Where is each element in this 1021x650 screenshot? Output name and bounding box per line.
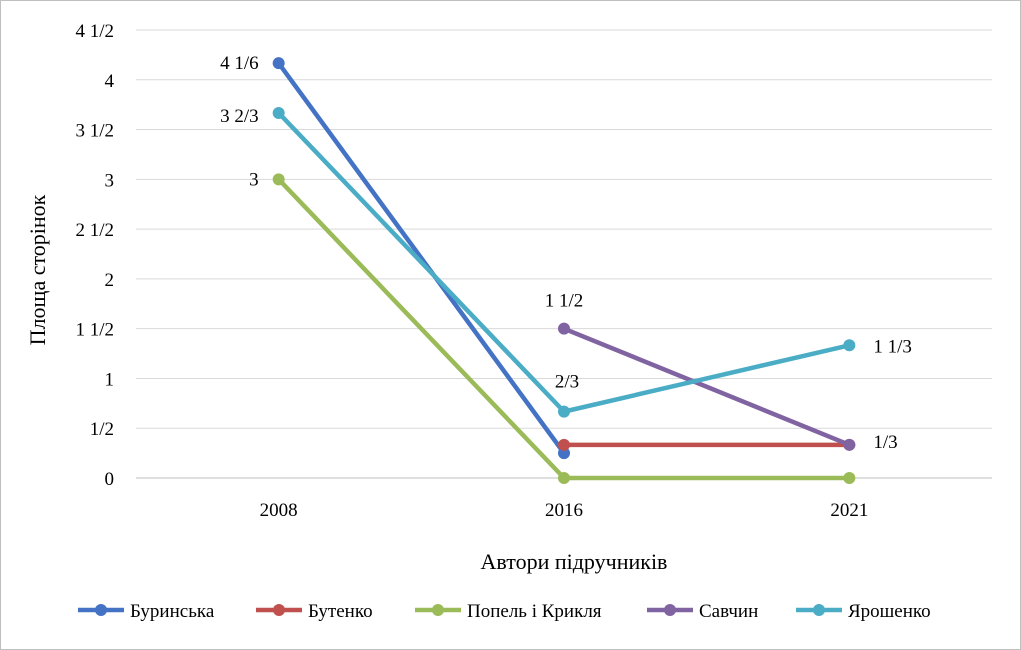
- legend: Буринська Бутенко Попель і Крикля Савчин Яро…: [78, 601, 931, 622]
- legend-label: Савчин: [699, 601, 758, 622]
- data-label: 3: [249, 169, 259, 190]
- data-point: [558, 322, 570, 335]
- data-point: [272, 173, 285, 186]
- legend-marker: [273, 604, 285, 616]
- y-tick-label: 2: [105, 270, 115, 291]
- data-labels: 4 1/6 3 2/3 3 1 1/2 2/3 1 1/3 1/3: [220, 53, 912, 453]
- data-point: [558, 405, 570, 418]
- x-tick-label: 2021: [830, 500, 868, 521]
- data-label: 1 1/2: [545, 291, 584, 312]
- data-point: [843, 339, 856, 352]
- legend-label: Буринська: [130, 601, 215, 622]
- y-tick-label: 2 1/2: [75, 220, 114, 241]
- series-points: [272, 57, 856, 484]
- legend-marker: [432, 604, 444, 616]
- x-tick-labels: 2008 2016 2021: [260, 500, 869, 521]
- data-label: 1 1/3: [873, 336, 912, 357]
- y-tick-label: 4: [105, 71, 115, 92]
- x-tick-label: 2008: [260, 500, 298, 521]
- series-line: [276, 60, 567, 456]
- legend-marker: [813, 604, 825, 616]
- y-tick-label: 3 1/2: [75, 121, 114, 142]
- data-point: [558, 472, 570, 484]
- data-point: [843, 472, 856, 484]
- data-point: [843, 438, 856, 451]
- y-tick-label: 1 1/2: [75, 320, 114, 341]
- legend-label: Ярошенко: [848, 601, 931, 622]
- y-tick-label: 4 1/2: [75, 21, 114, 42]
- y-tick-label: 0: [105, 469, 115, 490]
- data-label: 4 1/6: [220, 53, 259, 74]
- legend-marker: [95, 604, 107, 616]
- legend-label: Бутенко: [308, 601, 373, 622]
- series-line: [276, 110, 852, 414]
- data-point: [558, 438, 570, 451]
- y-tick-label: 1: [105, 369, 115, 390]
- x-tick-label: 2016: [545, 500, 583, 521]
- data-point: [272, 106, 285, 119]
- series-line: [561, 326, 852, 448]
- data-point: [272, 57, 285, 70]
- data-point: [558, 447, 570, 460]
- legend-label: Попель і Крикля: [467, 601, 602, 622]
- data-label: 2/3: [555, 372, 579, 393]
- data-label: 1/3: [873, 432, 897, 453]
- y-axis-title: Площа сторінок: [25, 194, 50, 345]
- legend-marker: [664, 604, 676, 616]
- x-axis-title: Автори підручників: [481, 549, 668, 574]
- y-tick-labels: 0 1/2 1 1 1/2 2 2 1/2 3 3 1/2 4 4 1/2: [75, 21, 114, 490]
- y-tick-label: 1/2: [90, 419, 114, 440]
- data-label: 3 2/3: [220, 106, 259, 127]
- y-tick-label: 3: [105, 170, 115, 191]
